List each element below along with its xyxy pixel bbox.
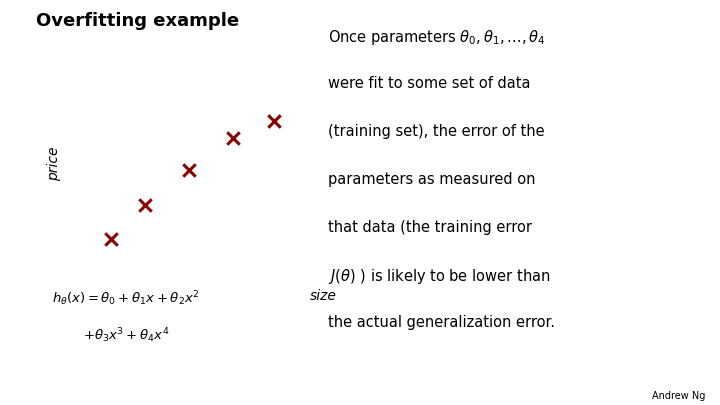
Text: price: price xyxy=(47,147,61,181)
Point xyxy=(183,167,194,173)
Point xyxy=(269,118,280,125)
Text: parameters as measured on: parameters as measured on xyxy=(328,172,535,187)
Text: Andrew Ng: Andrew Ng xyxy=(652,391,706,401)
Text: $+ \theta_3 x^3 + \theta_4 x^4$: $+ \theta_3 x^3 + \theta_4 x^4$ xyxy=(83,326,169,345)
Text: Overfitting example: Overfitting example xyxy=(36,12,239,30)
Text: Once parameters $\theta_0, \theta_1, \ldots, \theta_4$: Once parameters $\theta_0, \theta_1, \ld… xyxy=(328,28,545,47)
Text: (training set), the error of the: (training set), the error of the xyxy=(328,124,544,139)
Text: $h_\theta(x) = \theta_0 + \theta_1 x + \theta_2 x^2$: $h_\theta(x) = \theta_0 + \theta_1 x + \… xyxy=(52,290,200,308)
Text: size: size xyxy=(310,289,337,303)
Point xyxy=(227,134,238,141)
Point xyxy=(105,236,117,242)
Text: $J(\theta)$ ) is likely to be lower than: $J(\theta)$ ) is likely to be lower than xyxy=(328,267,550,286)
Text: the actual generalization error.: the actual generalization error. xyxy=(328,315,554,330)
Text: that data (the training error: that data (the training error xyxy=(328,220,531,234)
Point xyxy=(139,201,150,208)
Text: were fit to some set of data: were fit to some set of data xyxy=(328,76,530,91)
